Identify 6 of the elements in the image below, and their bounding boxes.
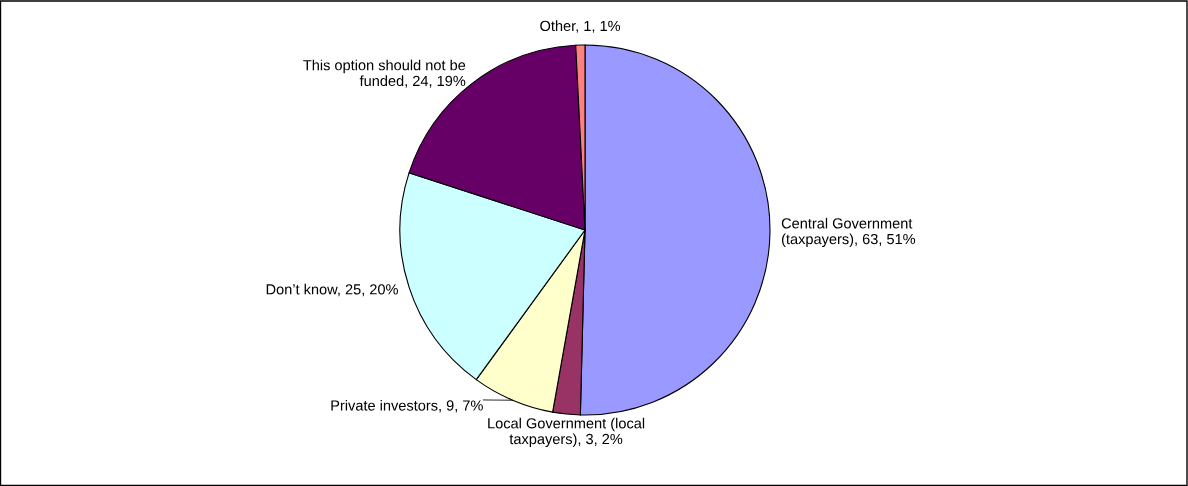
slice-label: Local Government (local taxpayers), 3, 2% — [488, 417, 645, 448]
slice-label: Central Government (taxpayers), 63, 51% — [781, 217, 916, 248]
slice-label: Private investors, 9, 7% — [331, 399, 483, 413]
slice-label: Don’t know, 25, 20% — [266, 283, 398, 297]
slice-label: Other, 1, 1% — [540, 20, 621, 33]
slice-label: This option should not be funded, 24, 19% — [303, 59, 466, 88]
